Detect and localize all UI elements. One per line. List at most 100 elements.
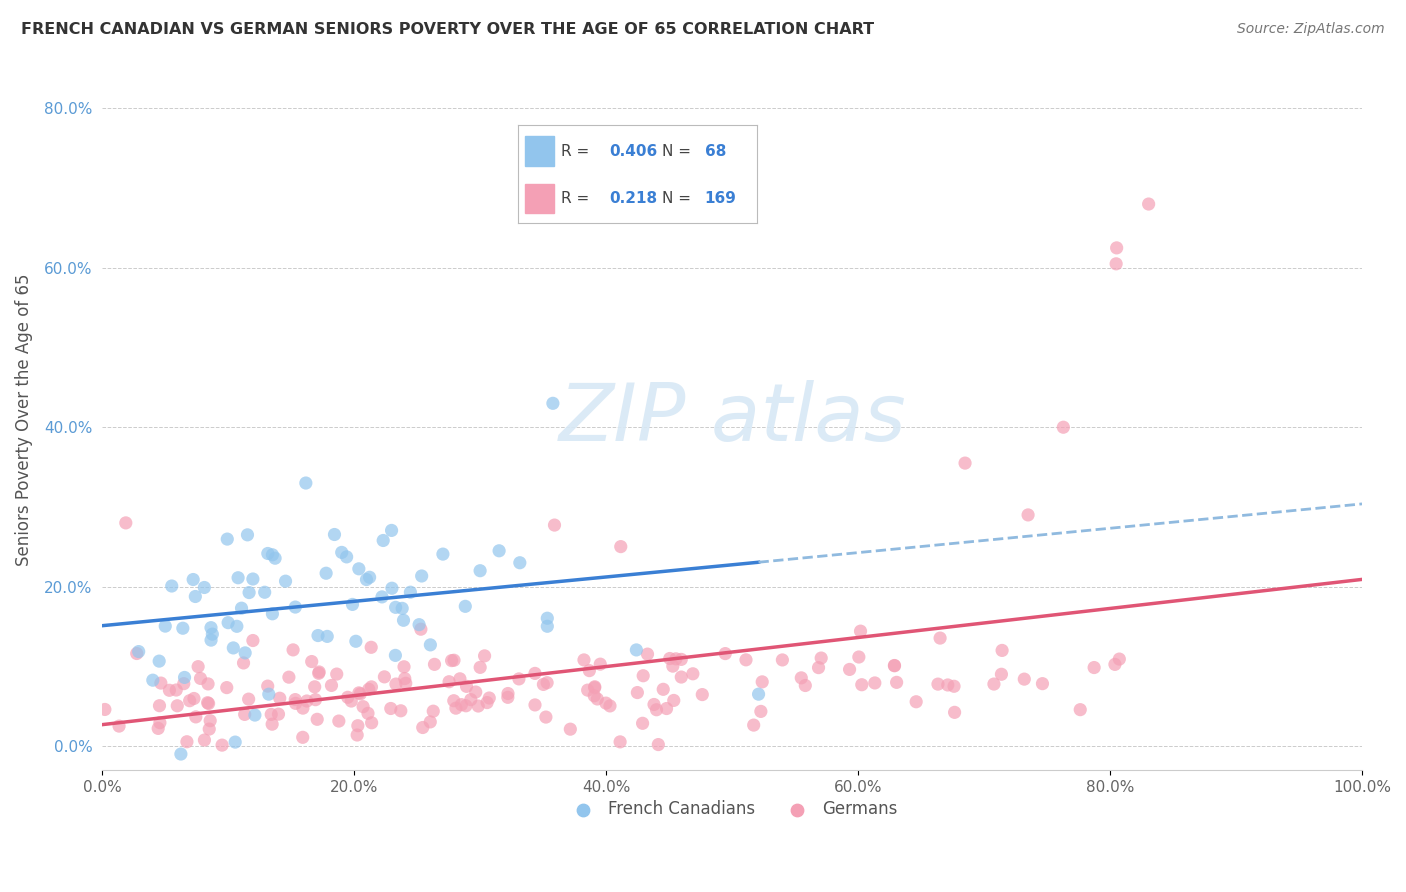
Point — [742, 718, 765, 732]
Point — [509, 556, 531, 570]
Point — [488, 543, 510, 558]
Point — [128, 644, 150, 658]
Point — [173, 676, 195, 690]
Point — [468, 564, 491, 578]
Point — [751, 674, 773, 689]
Point — [450, 698, 472, 712]
Point — [665, 652, 688, 666]
Point — [215, 681, 238, 695]
Point — [392, 660, 415, 674]
Point — [316, 629, 339, 643]
Point — [412, 721, 434, 735]
Point — [454, 698, 477, 713]
Point — [342, 598, 364, 612]
Point — [419, 638, 441, 652]
Point — [173, 670, 195, 684]
Point — [626, 643, 648, 657]
Point — [384, 648, 406, 663]
Point — [838, 662, 860, 676]
Point — [682, 666, 704, 681]
Point — [541, 396, 564, 410]
Point — [478, 691, 501, 706]
Point — [373, 670, 395, 684]
Point — [357, 682, 380, 697]
Point — [883, 658, 905, 673]
Point — [148, 654, 170, 668]
Point — [336, 690, 359, 705]
Point — [184, 710, 207, 724]
Point — [256, 679, 278, 693]
Point — [1105, 257, 1128, 271]
Point — [886, 675, 908, 690]
Text: FRENCH CANADIAN VS GERMAN SENIORS POVERTY OVER THE AGE OF 65 CORRELATION CHART: FRENCH CANADIAN VS GERMAN SENIORS POVERT… — [21, 22, 875, 37]
Point — [385, 677, 408, 691]
Point — [160, 579, 183, 593]
Point — [157, 683, 180, 698]
Point — [176, 735, 198, 749]
Point — [347, 562, 370, 576]
Point — [389, 704, 412, 718]
Point — [179, 694, 201, 708]
Point — [443, 653, 465, 667]
Point — [328, 714, 350, 728]
Point — [449, 672, 471, 686]
Point — [260, 707, 283, 722]
Point — [411, 569, 433, 583]
Point — [183, 691, 205, 706]
Point — [419, 714, 441, 729]
Point — [534, 710, 557, 724]
Point — [631, 669, 654, 683]
Point — [953, 456, 976, 470]
Point — [475, 696, 498, 710]
Point — [360, 680, 382, 694]
Point — [983, 677, 1005, 691]
Point — [295, 476, 318, 491]
Point — [262, 607, 284, 621]
Point — [467, 698, 489, 713]
Point — [193, 581, 215, 595]
Point — [599, 698, 621, 713]
Point — [257, 687, 280, 701]
Point — [794, 678, 817, 692]
Point — [256, 546, 278, 560]
Point — [444, 701, 467, 715]
Point — [474, 648, 496, 663]
Point — [274, 574, 297, 589]
Point — [304, 680, 326, 694]
Point — [735, 653, 758, 667]
Point — [583, 680, 606, 694]
Point — [583, 689, 606, 703]
Point — [927, 677, 949, 691]
Point — [524, 698, 547, 712]
Point — [238, 692, 260, 706]
Point — [304, 692, 326, 706]
Point — [790, 671, 813, 685]
Point — [572, 653, 595, 667]
Point — [357, 706, 380, 721]
Point — [371, 590, 394, 604]
Point — [848, 650, 870, 665]
Point — [238, 585, 260, 599]
Point — [360, 640, 382, 655]
Point — [347, 719, 370, 733]
Point — [943, 679, 966, 693]
Point — [225, 619, 247, 633]
Point — [142, 673, 165, 688]
Point — [242, 633, 264, 648]
Point — [321, 678, 343, 692]
Point — [211, 738, 233, 752]
Point — [352, 699, 374, 714]
Point — [281, 643, 304, 657]
Point — [936, 678, 959, 692]
Point — [190, 672, 212, 686]
Point — [749, 705, 772, 719]
Point — [460, 692, 482, 706]
Point — [222, 640, 245, 655]
Point — [114, 516, 136, 530]
Point — [583, 681, 606, 695]
Point — [384, 600, 406, 615]
Point — [531, 677, 554, 691]
Point — [1083, 660, 1105, 674]
Point — [1031, 676, 1053, 690]
Point — [359, 570, 381, 584]
